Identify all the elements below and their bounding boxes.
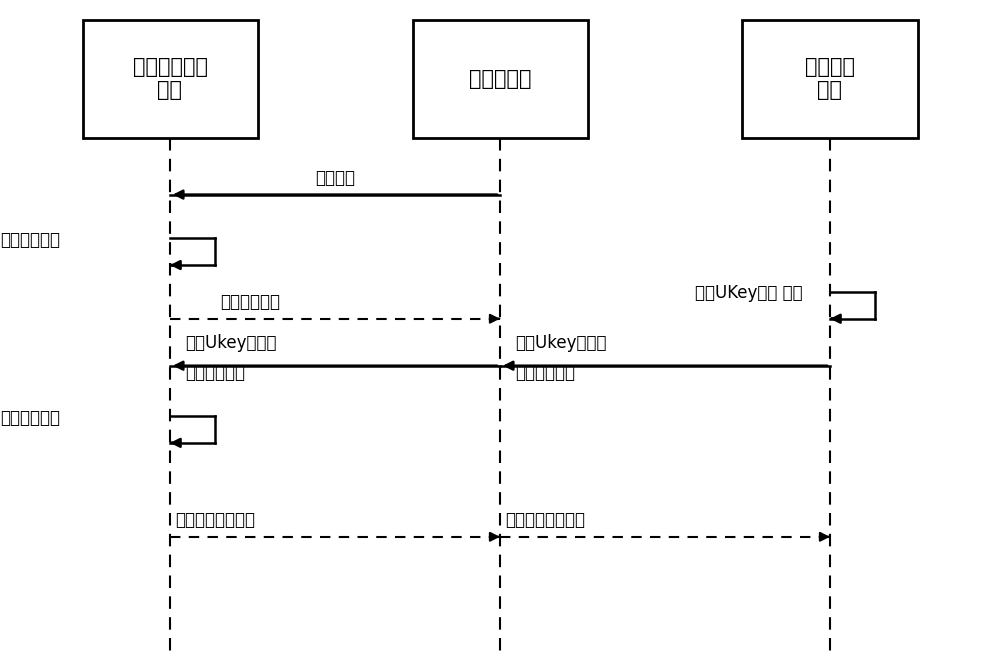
Text: 基于Ukey的私钥: 基于Ukey的私钥 bbox=[185, 334, 276, 352]
Text: 插入UKey进行 登陆: 插入UKey进行 登陆 bbox=[695, 284, 803, 302]
Text: 密码服务平台
软件: 密码服务平台 软件 bbox=[132, 57, 208, 101]
Text: 进行身份鉴权: 进行身份鉴权 bbox=[0, 409, 60, 427]
Bar bbox=[83, 20, 258, 138]
Bar bbox=[742, 20, 918, 138]
Text: 签名认证数据: 签名认证数据 bbox=[515, 364, 575, 382]
Text: 返回身份认证结果: 返回身份认证结果 bbox=[175, 511, 255, 529]
Bar bbox=[413, 20, 588, 138]
Text: 充注终端
软件: 充注终端 软件 bbox=[805, 57, 855, 101]
Text: 签名认证数据: 签名认证数据 bbox=[185, 364, 245, 382]
Text: 进行入网鉴权: 进行入网鉴权 bbox=[0, 231, 60, 250]
Text: 入网注册: 入网注册 bbox=[315, 168, 355, 187]
Text: 返回身份认证结果: 返回身份认证结果 bbox=[505, 511, 585, 529]
Text: 交换密码机: 交换密码机 bbox=[469, 69, 531, 89]
Text: 返回入网结果: 返回入网结果 bbox=[220, 293, 280, 311]
Text: 基于Ukey的私钥: 基于Ukey的私钥 bbox=[515, 334, 606, 352]
